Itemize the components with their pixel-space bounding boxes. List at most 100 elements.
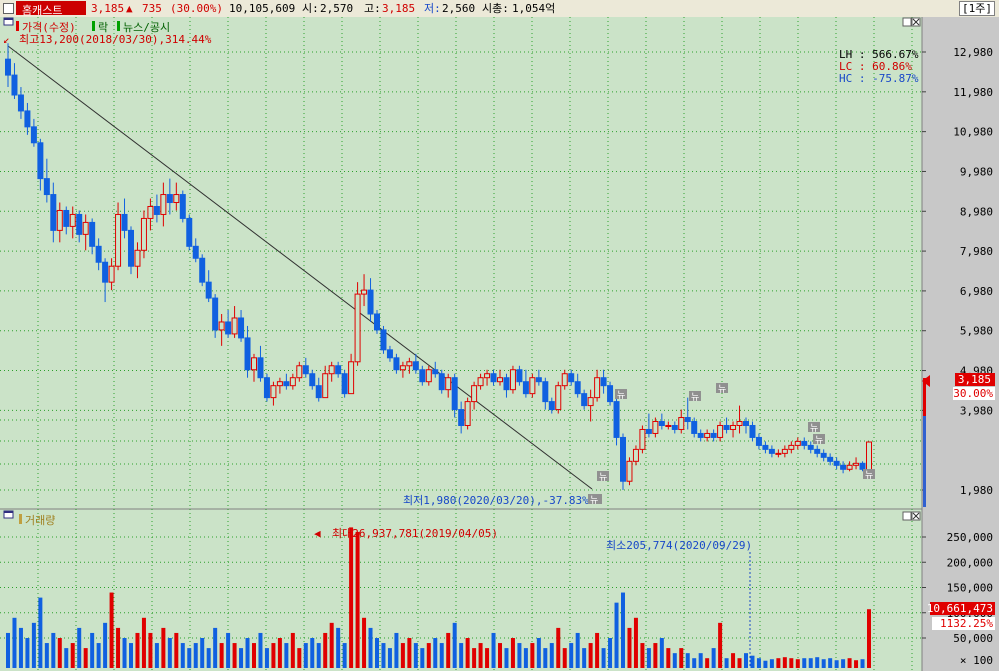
volume-bar: [608, 638, 613, 668]
volume-bar: [459, 643, 464, 668]
volume-bar: [51, 632, 56, 668]
candle-body: [827, 456, 834, 462]
price-tick-label: 6,980: [960, 285, 993, 298]
candle-body: [445, 377, 452, 391]
candle-body: [367, 289, 374, 315]
candle-body: [438, 373, 445, 391]
news-badge[interactable]: 뉴: [716, 383, 728, 395]
candle-body: [542, 381, 549, 403]
volume-bar: [316, 643, 321, 668]
candle-body: [354, 293, 361, 363]
candle-body: [743, 421, 749, 426]
candle-body: [5, 58, 11, 76]
news-badge[interactable]: 뉴: [615, 389, 627, 401]
volume-bar: [549, 643, 554, 668]
news-badge[interactable]: 뉴: [689, 391, 701, 403]
candle-body: [704, 432, 711, 438]
candle-body: [56, 209, 63, 231]
candle-body: [866, 441, 872, 472]
candle-body: [645, 428, 652, 434]
price-legend-swatch: [16, 21, 19, 31]
volume-bar: [355, 531, 360, 668]
select-checkbox[interactable]: [3, 3, 14, 14]
last-volume-label: 10,661,473: [927, 602, 993, 615]
volume-bar: [193, 643, 198, 668]
candle-body: [341, 373, 348, 395]
price-tick-label: 8,980: [960, 205, 993, 218]
volume-bar: [731, 653, 736, 668]
period-selector[interactable]: [1주]: [959, 1, 995, 16]
last-volume-pct-box: [932, 617, 995, 630]
svg-text:뉴: 뉴: [599, 472, 607, 483]
price-tick-label: 12,980: [953, 46, 993, 59]
volume-bar: [387, 648, 392, 668]
last-volume-box: [930, 602, 995, 615]
volume-bar: [860, 659, 865, 668]
volume-bar: [90, 632, 95, 668]
candle-body: [76, 213, 83, 235]
volume-panel-menu-icon[interactable]: [3, 510, 14, 519]
candle-body: [199, 257, 206, 283]
news-badge[interactable]: 뉴: [588, 494, 602, 506]
volume-bar: [692, 658, 697, 668]
candle-body: [490, 373, 497, 383]
price-panel-maximize-icon[interactable]: [902, 17, 912, 27]
volume-bar: [601, 648, 606, 668]
volume-bar: [808, 658, 813, 668]
volume-bar: [349, 527, 354, 668]
news-badge[interactable]: 뉴: [863, 469, 875, 481]
volume-bar: [776, 658, 781, 668]
volume-bar: [485, 648, 490, 668]
volume-bar: [381, 643, 386, 668]
volume-bar: [180, 643, 185, 668]
volume-bar: [413, 643, 418, 668]
volume-bar: [718, 622, 723, 668]
volume-bar: [595, 632, 600, 668]
volume-bar: [154, 643, 159, 668]
max-price-annotation: 최고13,200(2018/03/30),314.44%: [19, 33, 212, 46]
last-price-box: [955, 373, 995, 386]
last-price-label: 3,185: [958, 373, 991, 386]
volume-panel-maximize-icon[interactable]: [902, 511, 912, 521]
symbol-badge[interactable]: 홈캐스트: [16, 1, 86, 17]
news-legend[interactable]: 뉴스/공시: [123, 21, 170, 34]
news-badge[interactable]: 뉴: [808, 422, 820, 434]
volume-bar: [277, 638, 282, 668]
price-tick-label: 3,980: [960, 404, 993, 417]
svg-text:뉴: 뉴: [590, 495, 598, 506]
last-price-pointer-icon: [922, 375, 930, 387]
price-panel-menu-icon[interactable]: [3, 17, 14, 26]
max-volume-annotation: 최대26,937,781(2019/04/05): [332, 527, 498, 540]
news-badge[interactable]: 뉴: [597, 471, 609, 483]
price-axis: 12,980 11,980 10,980 9,980 8,980 7,980 6,980 5,…: [922, 46, 993, 497]
volume-bar: [375, 638, 379, 668]
price-legend[interactable]: 가격(수정): [22, 21, 76, 34]
candle-body: [503, 377, 510, 391]
volume-bar: [122, 638, 127, 668]
candle-body: [82, 221, 89, 235]
up-arrow-icon: ▲: [126, 2, 133, 15]
candle-body: [95, 245, 102, 263]
candle-body: [406, 361, 413, 367]
candle-body: [600, 377, 607, 387]
volume-bar: [323, 632, 328, 668]
high-price: 3,185: [382, 2, 416, 15]
volume-bar: [834, 660, 839, 668]
volume-bar: [245, 638, 250, 668]
grid-lines: [0, 17, 922, 671]
volume-panel-close-icon[interactable]: [911, 511, 921, 521]
candle-body: [257, 357, 264, 379]
volume-bar: [472, 648, 477, 668]
volume-bar: [640, 643, 645, 668]
volume-bar: [426, 643, 431, 668]
fall-legend[interactable]: 락: [98, 21, 108, 34]
price-panel-close-icon[interactable]: [911, 17, 921, 27]
news-badge[interactable]: 뉴: [813, 434, 825, 446]
candle-body: [535, 377, 542, 383]
volume-legend[interactable]: 거래량: [25, 514, 55, 527]
max-volume-arrow-icon: ◀: [314, 527, 321, 540]
candle-body: [658, 421, 665, 426]
candle-body: [781, 448, 788, 454]
candle-body: [89, 221, 96, 247]
volume-bar: [782, 657, 787, 668]
